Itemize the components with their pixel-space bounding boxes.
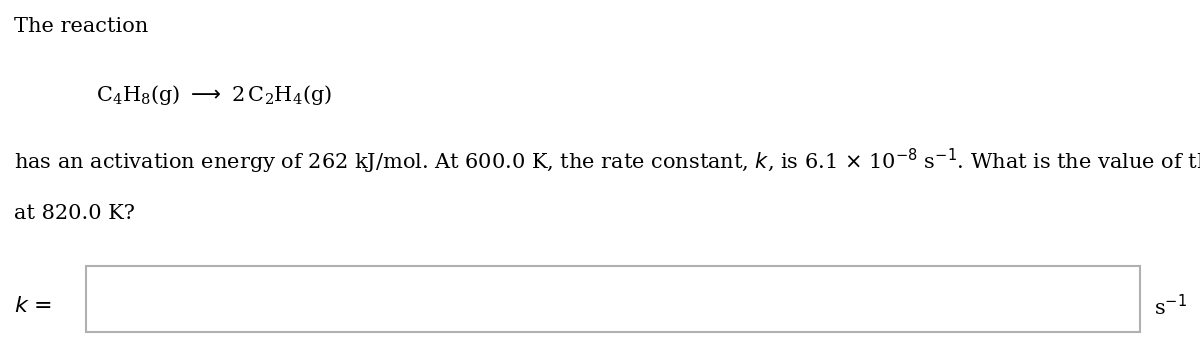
Text: $\mathregular{C_4H_8(g)}$ $\longrightarrow$ $\mathregular{2\,C_2H_4(g)}$: $\mathregular{C_4H_8(g)}$ $\longrightarr… — [96, 83, 332, 107]
Text: at 820.0 K?: at 820.0 K? — [14, 204, 136, 223]
Text: $k$ =: $k$ = — [14, 295, 53, 317]
Text: has an activation energy of 262 kJ/mol. At 600.0 K, the rate constant, $k$, is 6: has an activation energy of 262 kJ/mol. … — [14, 147, 1200, 176]
Text: The reaction: The reaction — [14, 17, 149, 36]
Text: s$^{-1}$: s$^{-1}$ — [1154, 294, 1188, 319]
FancyBboxPatch shape — [86, 266, 1140, 332]
